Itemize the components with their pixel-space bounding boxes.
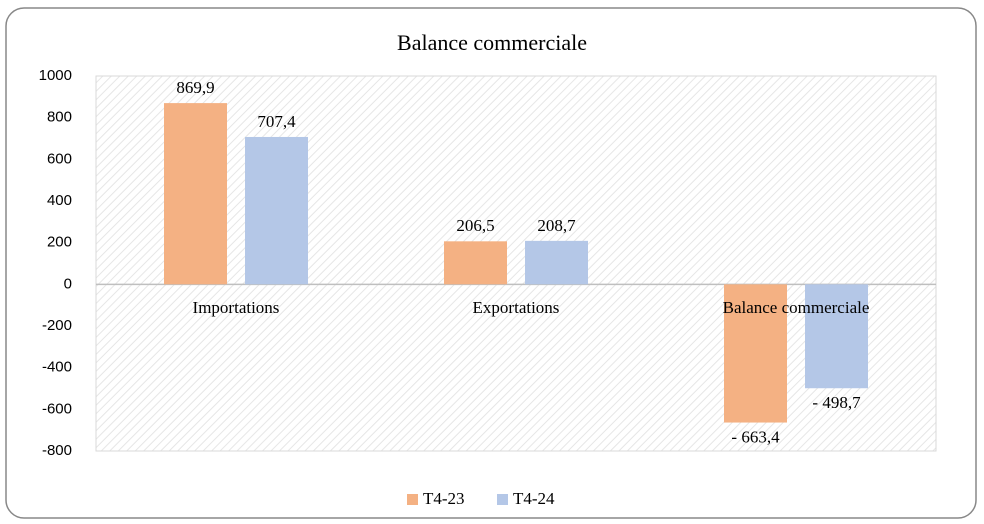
y-tick-label: 600 <box>47 150 72 167</box>
bar <box>245 136 308 285</box>
bar <box>164 103 227 285</box>
y-tick-label: 1000 <box>39 67 72 84</box>
bar <box>805 284 868 389</box>
y-tick-label: 400 <box>47 192 72 209</box>
x-tick-label: Balance commerciale <box>723 298 870 317</box>
y-tick-label: -200 <box>42 317 72 334</box>
legend-label: T4-24 <box>513 489 555 508</box>
y-tick-label: -800 <box>42 442 72 459</box>
value-label: 208,7 <box>537 216 576 235</box>
bar <box>525 240 588 285</box>
y-tick-label: 200 <box>47 234 72 251</box>
value-label: 707,4 <box>257 112 296 131</box>
y-tick-label: 800 <box>47 109 72 126</box>
legend-swatch <box>497 494 508 505</box>
chart-title: Balance commerciale <box>397 30 587 55</box>
x-tick-label: Exportations <box>473 298 560 317</box>
y-tick-label: -400 <box>42 359 72 376</box>
plot-area <box>95 75 937 452</box>
legend-label: T4-23 <box>423 489 465 508</box>
y-tick-label: -600 <box>42 400 72 417</box>
y-tick-label: 0 <box>64 275 72 292</box>
value-label: - 498,7 <box>812 393 861 412</box>
value-label: 206,5 <box>456 216 494 235</box>
bar <box>724 284 787 423</box>
bar <box>444 241 507 285</box>
x-tick-label: Importations <box>193 298 280 317</box>
legend-swatch <box>407 494 418 505</box>
value-label: 869,9 <box>176 78 214 97</box>
value-label: - 663,4 <box>731 427 780 446</box>
